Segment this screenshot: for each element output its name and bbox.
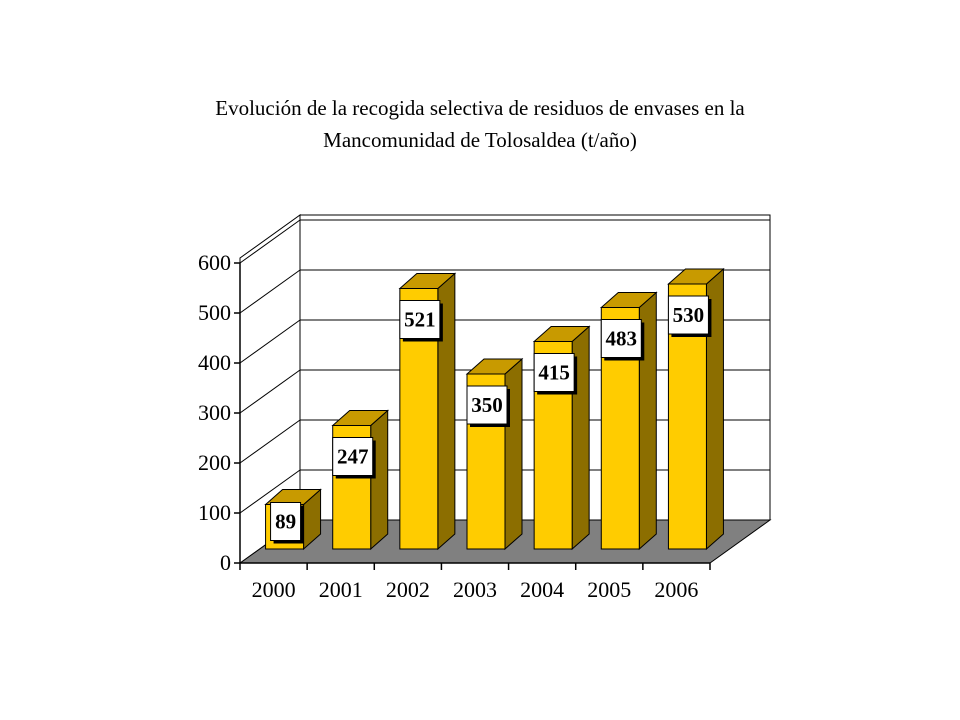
x-axis: 2000 2001 2002 2003 2004 2005 2006 bbox=[239, 562, 711, 602]
bars: 89 247 521 350 415 483 530 bbox=[264, 267, 725, 551]
x-tick-label: 2000 bbox=[252, 577, 296, 602]
data-label: 521 bbox=[404, 308, 436, 332]
y-tick-label: 500 bbox=[198, 300, 231, 325]
data-label-box bbox=[667, 295, 709, 335]
data-label: 350 bbox=[471, 393, 503, 417]
y-tick-label: 100 bbox=[198, 500, 231, 525]
x-tick-label: 2002 bbox=[386, 577, 430, 602]
gridline-side bbox=[239, 219, 301, 264]
data-label-box bbox=[466, 385, 508, 425]
bar-2004: 415 bbox=[532, 325, 591, 551]
bar-2005: 483 bbox=[599, 291, 658, 551]
y-tick-label: 600 bbox=[198, 250, 231, 275]
chart-title: Evolución de la recogida selectiva de re… bbox=[0, 92, 960, 156]
bar-side bbox=[370, 409, 389, 551]
bar-side bbox=[504, 357, 523, 551]
gridline-side bbox=[239, 319, 301, 364]
y-tick-label: 300 bbox=[198, 400, 231, 425]
data-label: 415 bbox=[538, 361, 570, 385]
gridline-side bbox=[239, 369, 301, 414]
y-tick-label: 200 bbox=[198, 450, 231, 475]
data-label: 247 bbox=[337, 445, 369, 469]
gridline-side bbox=[239, 269, 301, 314]
x-tick-label: 2001 bbox=[319, 577, 363, 602]
x-tick-label: 2006 bbox=[654, 577, 698, 602]
bar-2000: 89 bbox=[264, 488, 322, 551]
data-label: 483 bbox=[606, 327, 638, 351]
data-label: 89 bbox=[275, 510, 296, 534]
gridline-side bbox=[239, 419, 301, 464]
data-label-box bbox=[600, 319, 642, 358]
data-label-box bbox=[533, 353, 575, 392]
bar-2003: 350 bbox=[465, 357, 524, 551]
data-label-box bbox=[332, 437, 374, 476]
data-label: 530 bbox=[673, 303, 705, 327]
y-axis: 0 100 200 300 400 500 600 bbox=[198, 250, 241, 575]
x-tick-label: 2004 bbox=[520, 577, 564, 602]
bar-2001: 247 bbox=[331, 409, 390, 551]
bar-2006: 530 bbox=[667, 267, 725, 551]
y-tick-label: 400 bbox=[198, 350, 231, 375]
y-tick-label: 0 bbox=[220, 550, 231, 575]
x-tick-label: 2003 bbox=[453, 577, 497, 602]
data-label-box bbox=[270, 502, 302, 541]
chart-title-line1: Evolución de la recogida selectiva de re… bbox=[215, 96, 745, 120]
gridline-side bbox=[239, 469, 301, 514]
bar-2002: 521 bbox=[398, 272, 457, 551]
chart-title-line2: Mancomunidad de Tolosaldea (t/año) bbox=[323, 128, 637, 152]
x-tick-label: 2005 bbox=[587, 577, 631, 602]
data-label-box bbox=[399, 300, 441, 339]
